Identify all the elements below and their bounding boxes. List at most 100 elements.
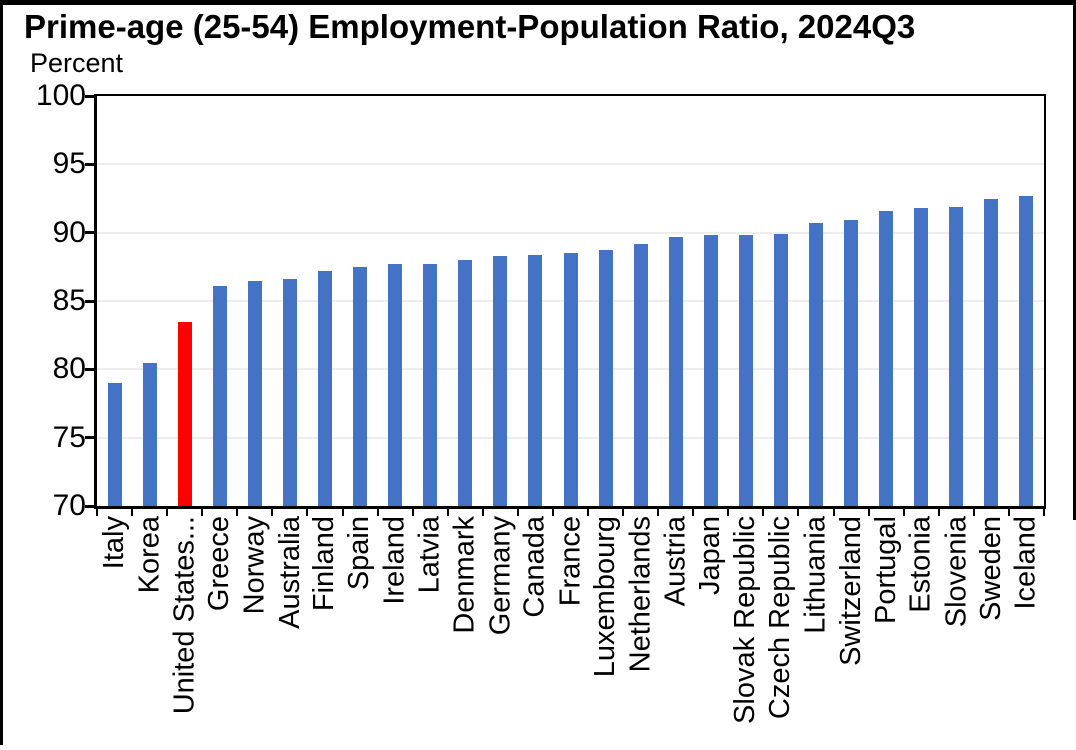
gridline-90 xyxy=(97,231,1044,234)
x-axis-tick xyxy=(657,509,660,516)
x-axis-tick xyxy=(551,509,554,516)
x-axis-tick xyxy=(587,509,590,516)
figure-frame-right xyxy=(1073,0,1076,520)
x-tick-label-germany: Germany xyxy=(483,516,516,636)
bar-greece xyxy=(212,285,227,506)
x-axis-tick xyxy=(376,509,379,516)
x-axis-tick xyxy=(762,509,765,516)
x-axis-tick xyxy=(516,509,519,516)
bar-slovenia xyxy=(949,206,964,506)
y-axis-unit-label: Percent xyxy=(30,48,124,78)
y-axis-tick-85 xyxy=(85,299,94,303)
y-tick-label-70: 70 xyxy=(52,489,86,522)
y-tick-label-80: 80 xyxy=(52,352,86,386)
x-tick-label-greece: Greece xyxy=(203,516,236,612)
bar-japan xyxy=(703,235,718,506)
gridline-95 xyxy=(97,163,1044,166)
x-tick-label-estonia: Estonia xyxy=(904,516,937,613)
bar-canada xyxy=(528,254,543,506)
bar-czech-republic xyxy=(773,234,788,506)
x-axis-tick xyxy=(937,509,940,516)
x-axis-tick xyxy=(867,509,870,516)
bar-switzerland xyxy=(844,220,859,506)
y-axis-tick-100 xyxy=(85,94,94,98)
x-axis-tick xyxy=(271,509,274,516)
y-axis-tick-95 xyxy=(85,162,94,166)
x-tick-label-finland: Finland xyxy=(308,516,341,612)
x-axis-tick xyxy=(166,509,169,516)
bar-lithuania xyxy=(809,223,824,506)
x-tick-label-canada: Canada xyxy=(518,516,551,618)
chart-title: Prime-age (25-54) Employment-Population … xyxy=(24,8,916,45)
bar-germany xyxy=(493,255,508,506)
bar-australia xyxy=(282,279,297,506)
bar-slovak-republic xyxy=(738,235,753,506)
x-tick-label-australia: Australia xyxy=(273,516,306,629)
x-axis-tick xyxy=(692,509,695,516)
bar-netherlands xyxy=(633,243,648,506)
x-tick-label-ireland: Ireland xyxy=(378,516,411,605)
bar-luxembourg xyxy=(598,250,613,506)
figure-frame-top xyxy=(0,0,1076,5)
bar-italy xyxy=(107,383,122,506)
x-tick-label-latvia: Latvia xyxy=(413,516,446,594)
x-axis-tick xyxy=(797,509,800,516)
figure-frame-left xyxy=(0,0,3,745)
x-tick-label-switzerland: Switzerland xyxy=(834,516,867,666)
x-axis-tick xyxy=(727,509,730,516)
bar-sweden xyxy=(984,198,999,506)
x-axis-tick xyxy=(131,509,134,516)
x-tick-label-slovenia: Slovenia xyxy=(939,516,972,628)
x-axis-tick xyxy=(306,509,309,516)
x-axis-tick xyxy=(446,509,449,516)
y-axis-tick-90 xyxy=(85,231,94,235)
plot-area xyxy=(94,94,1046,509)
x-tick-label-italy: Italy xyxy=(98,516,131,570)
x-axis-tick xyxy=(341,509,344,516)
bar-estonia xyxy=(914,208,929,506)
x-axis-tick xyxy=(481,509,484,516)
y-axis-tick-70 xyxy=(85,504,94,508)
x-tick-label-luxembourg: Luxembourg xyxy=(589,516,622,678)
y-tick-label-90: 90 xyxy=(52,215,86,249)
bar-spain xyxy=(353,266,368,506)
x-tick-label-iceland: Iceland xyxy=(1009,516,1042,610)
bar-united-states xyxy=(177,321,192,506)
x-axis-tick xyxy=(1007,509,1010,516)
y-axis-tick-80 xyxy=(85,367,94,371)
x-tick-label-norway: Norway xyxy=(238,516,271,615)
x-tick-label-denmark: Denmark xyxy=(448,516,481,634)
bar-portugal xyxy=(879,210,894,506)
x-tick-label-united-states: United States... xyxy=(168,516,201,715)
x-tick-label-czech-republic: Czech Republic xyxy=(764,516,797,720)
x-tick-label-spain: Spain xyxy=(343,516,376,591)
x-tick-label-france: France xyxy=(554,516,586,607)
bar-austria xyxy=(668,236,683,506)
y-tick-label-85: 85 xyxy=(52,284,86,317)
x-tick-label-netherlands: Netherlands xyxy=(624,516,657,673)
x-axis-tick xyxy=(201,509,204,516)
x-tick-label-korea: Korea xyxy=(133,516,166,594)
y-tick-label-100: 100 xyxy=(35,79,86,112)
x-tick-label-slovak-republic: Slovak Republic xyxy=(729,516,762,724)
bar-iceland xyxy=(1019,195,1034,506)
y-tick-label-75: 75 xyxy=(52,420,86,454)
x-axis-tick xyxy=(832,509,835,516)
x-tick-label-sweden: Sweden xyxy=(974,516,1007,621)
y-axis-tick-75 xyxy=(85,436,94,440)
bar-france xyxy=(563,253,578,506)
x-tick-label-austria: Austria xyxy=(659,516,692,607)
x-axis-tick xyxy=(236,509,239,516)
bar-norway xyxy=(247,280,262,506)
y-tick-label-95: 95 xyxy=(52,147,86,181)
bar-korea xyxy=(142,362,157,506)
x-axis-tick xyxy=(902,509,905,516)
x-tick-label-japan: Japan xyxy=(694,516,727,596)
x-tick-label-portugal: Portugal xyxy=(869,516,902,625)
bar-latvia xyxy=(423,264,438,506)
bar-finland xyxy=(317,270,332,506)
x-axis-tick xyxy=(1043,509,1045,516)
x-axis-tick xyxy=(972,509,975,516)
x-axis-tick xyxy=(96,509,98,516)
